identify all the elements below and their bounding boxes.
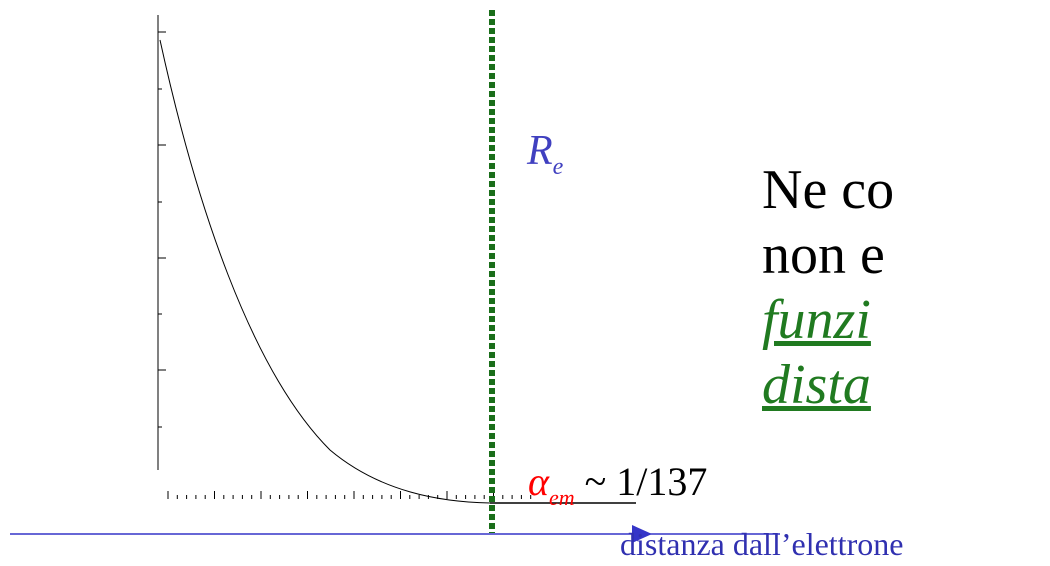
arrowhead-icon — [632, 525, 652, 543]
text-line-2: non e — [762, 224, 885, 286]
y-axis — [157, 15, 166, 470]
alpha-label: αem ~ 1/137 — [528, 462, 707, 509]
alpha-value: ~ 1/137 — [574, 459, 708, 504]
alpha-symbol: αem — [528, 459, 575, 510]
x-axis-arrow — [10, 525, 780, 543]
x-tick-row — [167, 491, 532, 499]
radius-label: Re — [527, 128, 564, 180]
text-line-4: dista — [762, 354, 871, 416]
text-line-3: funzi — [762, 289, 871, 351]
text-line-1: Ne co — [762, 159, 895, 221]
x-axis-label: distanza dall’elettrone — [620, 526, 904, 562]
coupling-curve — [159, 39, 491, 504]
explanation-text: Ne co non e funzi dista — [762, 158, 894, 418]
